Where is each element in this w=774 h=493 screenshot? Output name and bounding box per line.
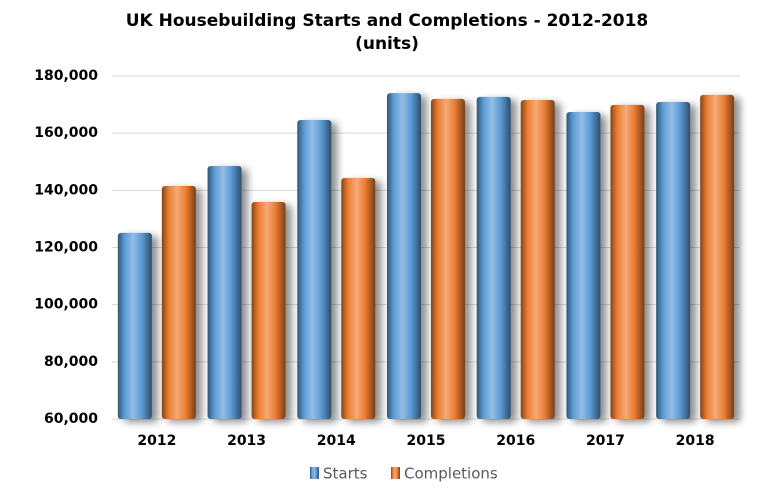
bar — [207, 166, 242, 419]
bar — [431, 98, 465, 419]
bar — [161, 186, 196, 419]
chart-title: UK Housebuilding Starts and Completions … — [126, 11, 649, 31]
chart-subtitle: (units) — [355, 34, 419, 54]
legend-label: Starts — [323, 465, 368, 483]
bar — [117, 232, 152, 419]
legend-swatch — [391, 467, 400, 479]
legend-label: Completions — [404, 465, 498, 483]
y-tick-label: 80,000 — [44, 354, 98, 370]
y-tick-label: 60,000 — [44, 411, 98, 427]
x-tick-label: 2017 — [586, 433, 625, 449]
legend-swatch — [310, 467, 319, 479]
x-tick-label: 2013 — [227, 433, 266, 449]
bar — [520, 100, 555, 419]
y-tick-label: 140,000 — [34, 182, 98, 198]
bar — [700, 94, 735, 420]
bar — [656, 102, 691, 419]
y-tick-label: 120,000 — [34, 240, 98, 256]
bar — [476, 96, 511, 419]
y-tick-label: 160,000 — [34, 125, 98, 141]
bar — [387, 93, 421, 420]
x-tick-label: 2015 — [407, 433, 446, 449]
bar — [566, 112, 601, 419]
y-tick-label: 180,000 — [34, 68, 98, 84]
y-tick-label: 100,000 — [34, 297, 98, 313]
bar — [297, 120, 332, 419]
bar — [251, 202, 286, 419]
bar — [610, 104, 645, 419]
x-tick-label: 2014 — [317, 433, 356, 449]
x-tick-label: 2012 — [137, 433, 176, 449]
bar — [341, 178, 376, 419]
x-tick-label: 2018 — [676, 433, 715, 449]
x-tick-label: 2016 — [496, 433, 535, 449]
